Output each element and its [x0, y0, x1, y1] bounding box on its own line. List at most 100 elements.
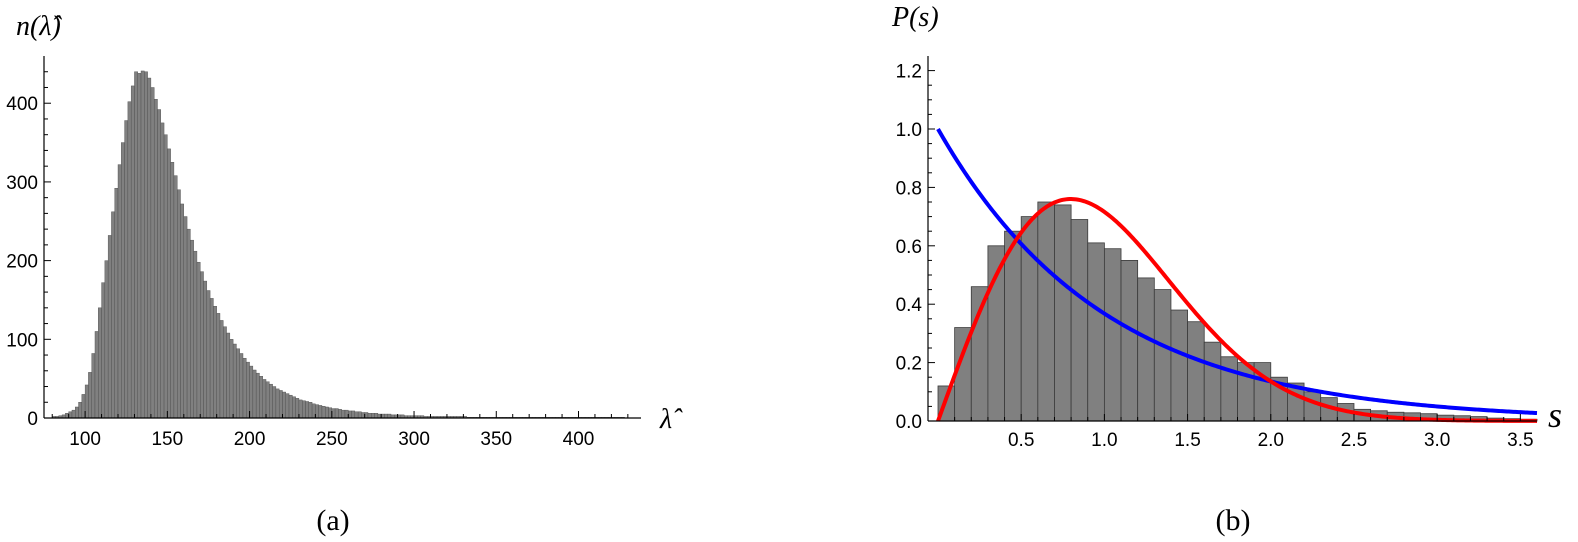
histogram-bar — [71, 409, 76, 419]
histogram-bar — [88, 372, 92, 419]
histogram-bar — [1087, 242, 1105, 422]
histogram-bar — [374, 413, 379, 419]
histogram-bar — [91, 353, 96, 419]
ticks-a: 100 150 200 250 300 350 400 0 100 200 300 400 — [6, 71, 629, 450]
histogram-bar — [157, 109, 161, 419]
x-tick-label: 3.0 — [1424, 430, 1450, 451]
histogram-bar — [1203, 341, 1222, 422]
histogram-bar — [232, 343, 237, 419]
histogram-bar — [153, 99, 158, 419]
histogram-bar — [213, 306, 217, 419]
histogram-bar — [223, 326, 227, 419]
histogram-bar — [144, 71, 148, 419]
histogram-bar — [209, 298, 214, 419]
histogram-bar — [1054, 204, 1072, 422]
histogram-bar — [338, 409, 342, 419]
histogram-bar — [190, 239, 194, 419]
histogram-bar — [1187, 321, 1205, 422]
x-tick-label: 250 — [316, 429, 348, 450]
y-tick-label: 0.4 — [896, 295, 923, 316]
y-tick-label: 0.0 — [896, 412, 922, 433]
histogram-bar — [75, 406, 79, 419]
histogram-bar — [203, 280, 208, 419]
y-tick-label: 0.2 — [896, 354, 922, 375]
histogram-bar — [1237, 362, 1255, 422]
panel-label-b: (b) — [1216, 504, 1251, 537]
histogram-bar — [1103, 248, 1122, 422]
histogram-bar — [354, 411, 359, 419]
y-axis-title-a: n(λ̂) — [16, 11, 62, 42]
histogram-bar — [1037, 201, 1055, 422]
histogram-bar — [98, 307, 102, 419]
histogram-bar — [308, 402, 313, 419]
y-axis-title-b: P(s) — [891, 2, 939, 33]
histogram-bar — [186, 228, 191, 419]
histogram-bar — [341, 409, 346, 419]
histogram-bar — [288, 394, 293, 419]
histogram-bar — [196, 261, 201, 419]
panel-label-a: (a) — [316, 504, 349, 537]
x-tick-label: 200 — [234, 429, 266, 450]
histogram-bar — [1137, 277, 1155, 422]
histogram-bars-b — [937, 201, 1538, 422]
y-tick-label: 400 — [6, 94, 38, 115]
x-tick-label: 150 — [151, 429, 183, 450]
histogram-bar — [94, 331, 99, 419]
x-axis-title-b: s — [1548, 395, 1562, 435]
histogram-bar — [272, 386, 277, 419]
histogram-bar — [121, 142, 125, 419]
histogram-bar — [371, 413, 375, 419]
histogram-bar — [111, 211, 115, 419]
histogram-bar — [200, 271, 204, 419]
histogram-bar — [216, 313, 221, 419]
histogram-bar — [173, 175, 178, 419]
histogram-bar — [226, 332, 231, 419]
histogram-bar — [78, 402, 83, 419]
histogram-bar — [278, 390, 283, 419]
histogram-bar — [167, 148, 171, 419]
histogram-bar — [177, 189, 181, 419]
histogram-bar — [249, 365, 254, 419]
x-tick-label: 2.0 — [1258, 430, 1284, 451]
histogram-bar — [193, 250, 198, 419]
histogram-bar — [252, 369, 257, 419]
histogram-bar — [357, 411, 362, 419]
histogram-bar — [285, 393, 290, 419]
histogram-bars-a — [52, 70, 625, 419]
histogram-bar — [160, 122, 165, 419]
histogram-bar — [124, 120, 129, 419]
histogram-bar — [1070, 219, 1089, 422]
histogram-bar — [1004, 230, 1022, 422]
histogram-bar — [265, 381, 270, 419]
y-tick-label: 100 — [6, 330, 38, 351]
histogram-bar — [367, 413, 372, 419]
histogram-bar — [351, 410, 356, 419]
histogram-bar — [242, 357, 247, 419]
histogram-bar — [114, 188, 119, 419]
x-tick-label: 3.5 — [1507, 430, 1533, 451]
histogram-bar — [305, 401, 309, 419]
histogram-bar — [321, 405, 326, 419]
histogram-bar — [219, 320, 224, 419]
histogram-bar — [183, 216, 188, 419]
y-tick-label: 0 — [27, 409, 38, 430]
x-tick-label: 400 — [563, 429, 595, 450]
histogram-bar — [127, 101, 132, 419]
histogram-bar — [325, 406, 329, 419]
histogram-bar — [229, 339, 234, 419]
histogram-bar — [262, 379, 267, 419]
histogram-bar — [163, 134, 168, 419]
x-tick-label: 350 — [480, 429, 512, 450]
histogram-bar — [137, 73, 142, 419]
histogram-bar — [255, 372, 260, 419]
histogram-bar — [170, 162, 175, 419]
histogram-bar — [117, 164, 122, 419]
histogram-bar — [259, 376, 263, 419]
histogram-bar — [236, 348, 240, 419]
histogram-bar — [302, 400, 306, 419]
histogram-bar — [150, 87, 155, 419]
spacing-distribution-panel-b: 0.5 1.0 1.5 2.0 2.5 3.0 3.5 0.0 0.2 0.4 0.6 0.8 1.0 1… — [891, 2, 1562, 537]
x-tick-label: 1.0 — [1091, 430, 1117, 451]
histogram-bar — [239, 353, 244, 419]
